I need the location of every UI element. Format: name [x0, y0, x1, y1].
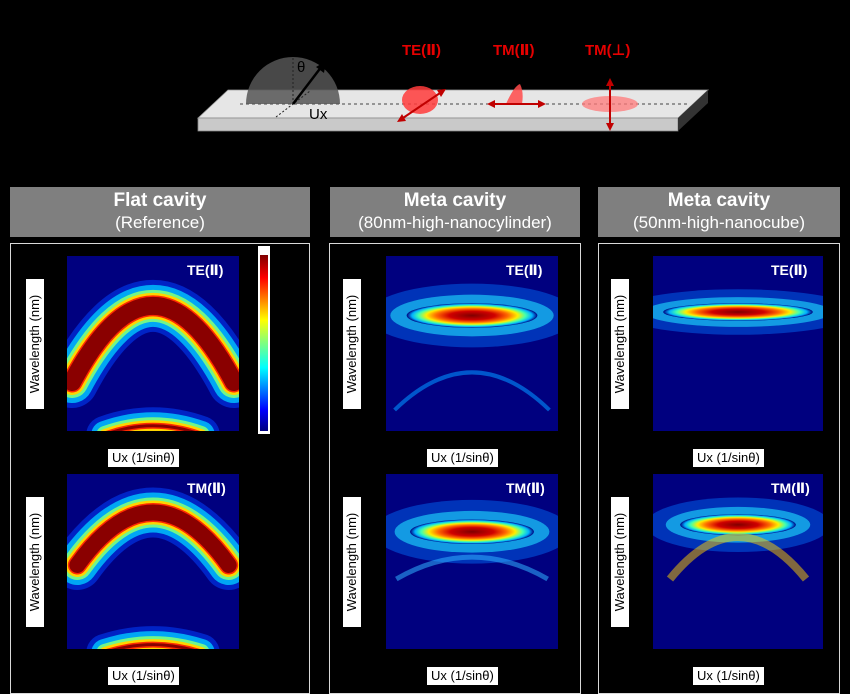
panel-header-nanocube: Meta cavity (50nm-high-nanocube): [598, 187, 840, 237]
dispersion-band-layer-5: [111, 643, 195, 649]
te-parallel-disk: [402, 86, 438, 114]
dispersion-map-svg: [67, 474, 239, 649]
plot-background: [386, 256, 558, 431]
emission-dome: [246, 57, 340, 104]
slab-front-face: [197, 117, 679, 132]
dispersion-map: [653, 256, 823, 431]
y-axis-label: Wavelength (nm): [26, 278, 44, 409]
side-lobe: [393, 370, 551, 412]
polarization-tm-parallel: TM(Ⅱ): [493, 42, 535, 59]
panel-subtitle: (50nm-high-nanocube): [633, 213, 805, 232]
panel-header-flat: Flat cavity (Reference): [10, 187, 310, 237]
dispersion-map: [67, 474, 239, 649]
polarization-tm-perp: TM(⊥): [585, 42, 631, 59]
plot-polarization-label: TM(Ⅱ): [771, 480, 810, 496]
plot-polarization-label: TM(Ⅱ): [187, 480, 226, 496]
x-axis-label: Ux (1/sinθ): [693, 449, 764, 467]
x-axis-label: Ux (1/sinθ): [427, 449, 498, 467]
tm-parallel-disk: [506, 84, 523, 104]
dispersion-peak: [410, 519, 534, 544]
dispersion-map: [653, 474, 823, 649]
dispersion-map: [386, 474, 558, 649]
plot-polarization-label: TE(Ⅱ): [187, 262, 224, 278]
plot-polarization-label: TM(Ⅱ): [506, 480, 545, 496]
y-axis-label: Wavelength (nm): [343, 496, 361, 627]
dispersion-peak: [406, 303, 538, 328]
dispersion-band-layer-5: [69, 504, 237, 573]
side-lobe: [395, 554, 549, 582]
plot-polarization-label: TE(Ⅱ): [771, 262, 808, 278]
dispersion-map-svg: [67, 256, 239, 431]
panel-subtitle: (Reference): [115, 213, 205, 232]
y-axis-label: Wavelength (nm): [26, 496, 44, 627]
panel-title: Flat cavity: [113, 190, 207, 211]
x-axis-label: Ux (1/sinθ): [108, 449, 179, 467]
dispersion-map-svg: [653, 474, 823, 649]
panel-header-nanocylinder: Meta cavity (80nm-high-nanocylinder): [330, 187, 580, 237]
emission-direction-arrow: [292, 65, 323, 105]
dispersion-map-svg: [386, 474, 558, 649]
x-axis-label: Ux (1/sinθ): [108, 667, 179, 685]
x-axis-label: Ux (1/sinθ): [427, 667, 498, 685]
emission-arrow-head: [316, 61, 326, 73]
dispersion-map: [67, 256, 239, 431]
colorbar: [258, 246, 270, 434]
te-parallel-arrow: [399, 90, 444, 121]
dispersion-map-svg: [653, 256, 823, 431]
y-axis-label: Wavelength (nm): [611, 496, 629, 627]
y-axis-label: Wavelength (nm): [343, 278, 361, 409]
axis-label: Ux: [309, 106, 328, 123]
dispersion-peak: [663, 303, 813, 321]
y-axis-label: Wavelength (nm): [611, 278, 629, 409]
panel-subtitle: (80nm-high-nanocylinder): [358, 213, 552, 232]
dispersion-map: [386, 256, 558, 431]
plot-polarization-label: TE(Ⅱ): [506, 262, 543, 278]
dispersion-band-layer-5: [110, 424, 196, 431]
slab-side-face: [678, 90, 708, 131]
side-lobe: [666, 533, 810, 582]
angle-label: θ: [297, 59, 306, 76]
dispersion-map-svg: [386, 256, 558, 431]
polarization-te-parallel: TE(Ⅱ): [402, 42, 442, 59]
schematic-diagram: [196, 57, 710, 132]
x-axis-label: Ux (1/sinθ): [693, 667, 764, 685]
panel-title: Meta cavity: [667, 190, 771, 211]
dispersion-band-layer-5: [67, 297, 239, 391]
plot-background: [653, 256, 823, 431]
plot-background: [386, 474, 558, 649]
panel-title: Meta cavity: [403, 190, 507, 211]
dispersion-peak: [680, 514, 796, 536]
